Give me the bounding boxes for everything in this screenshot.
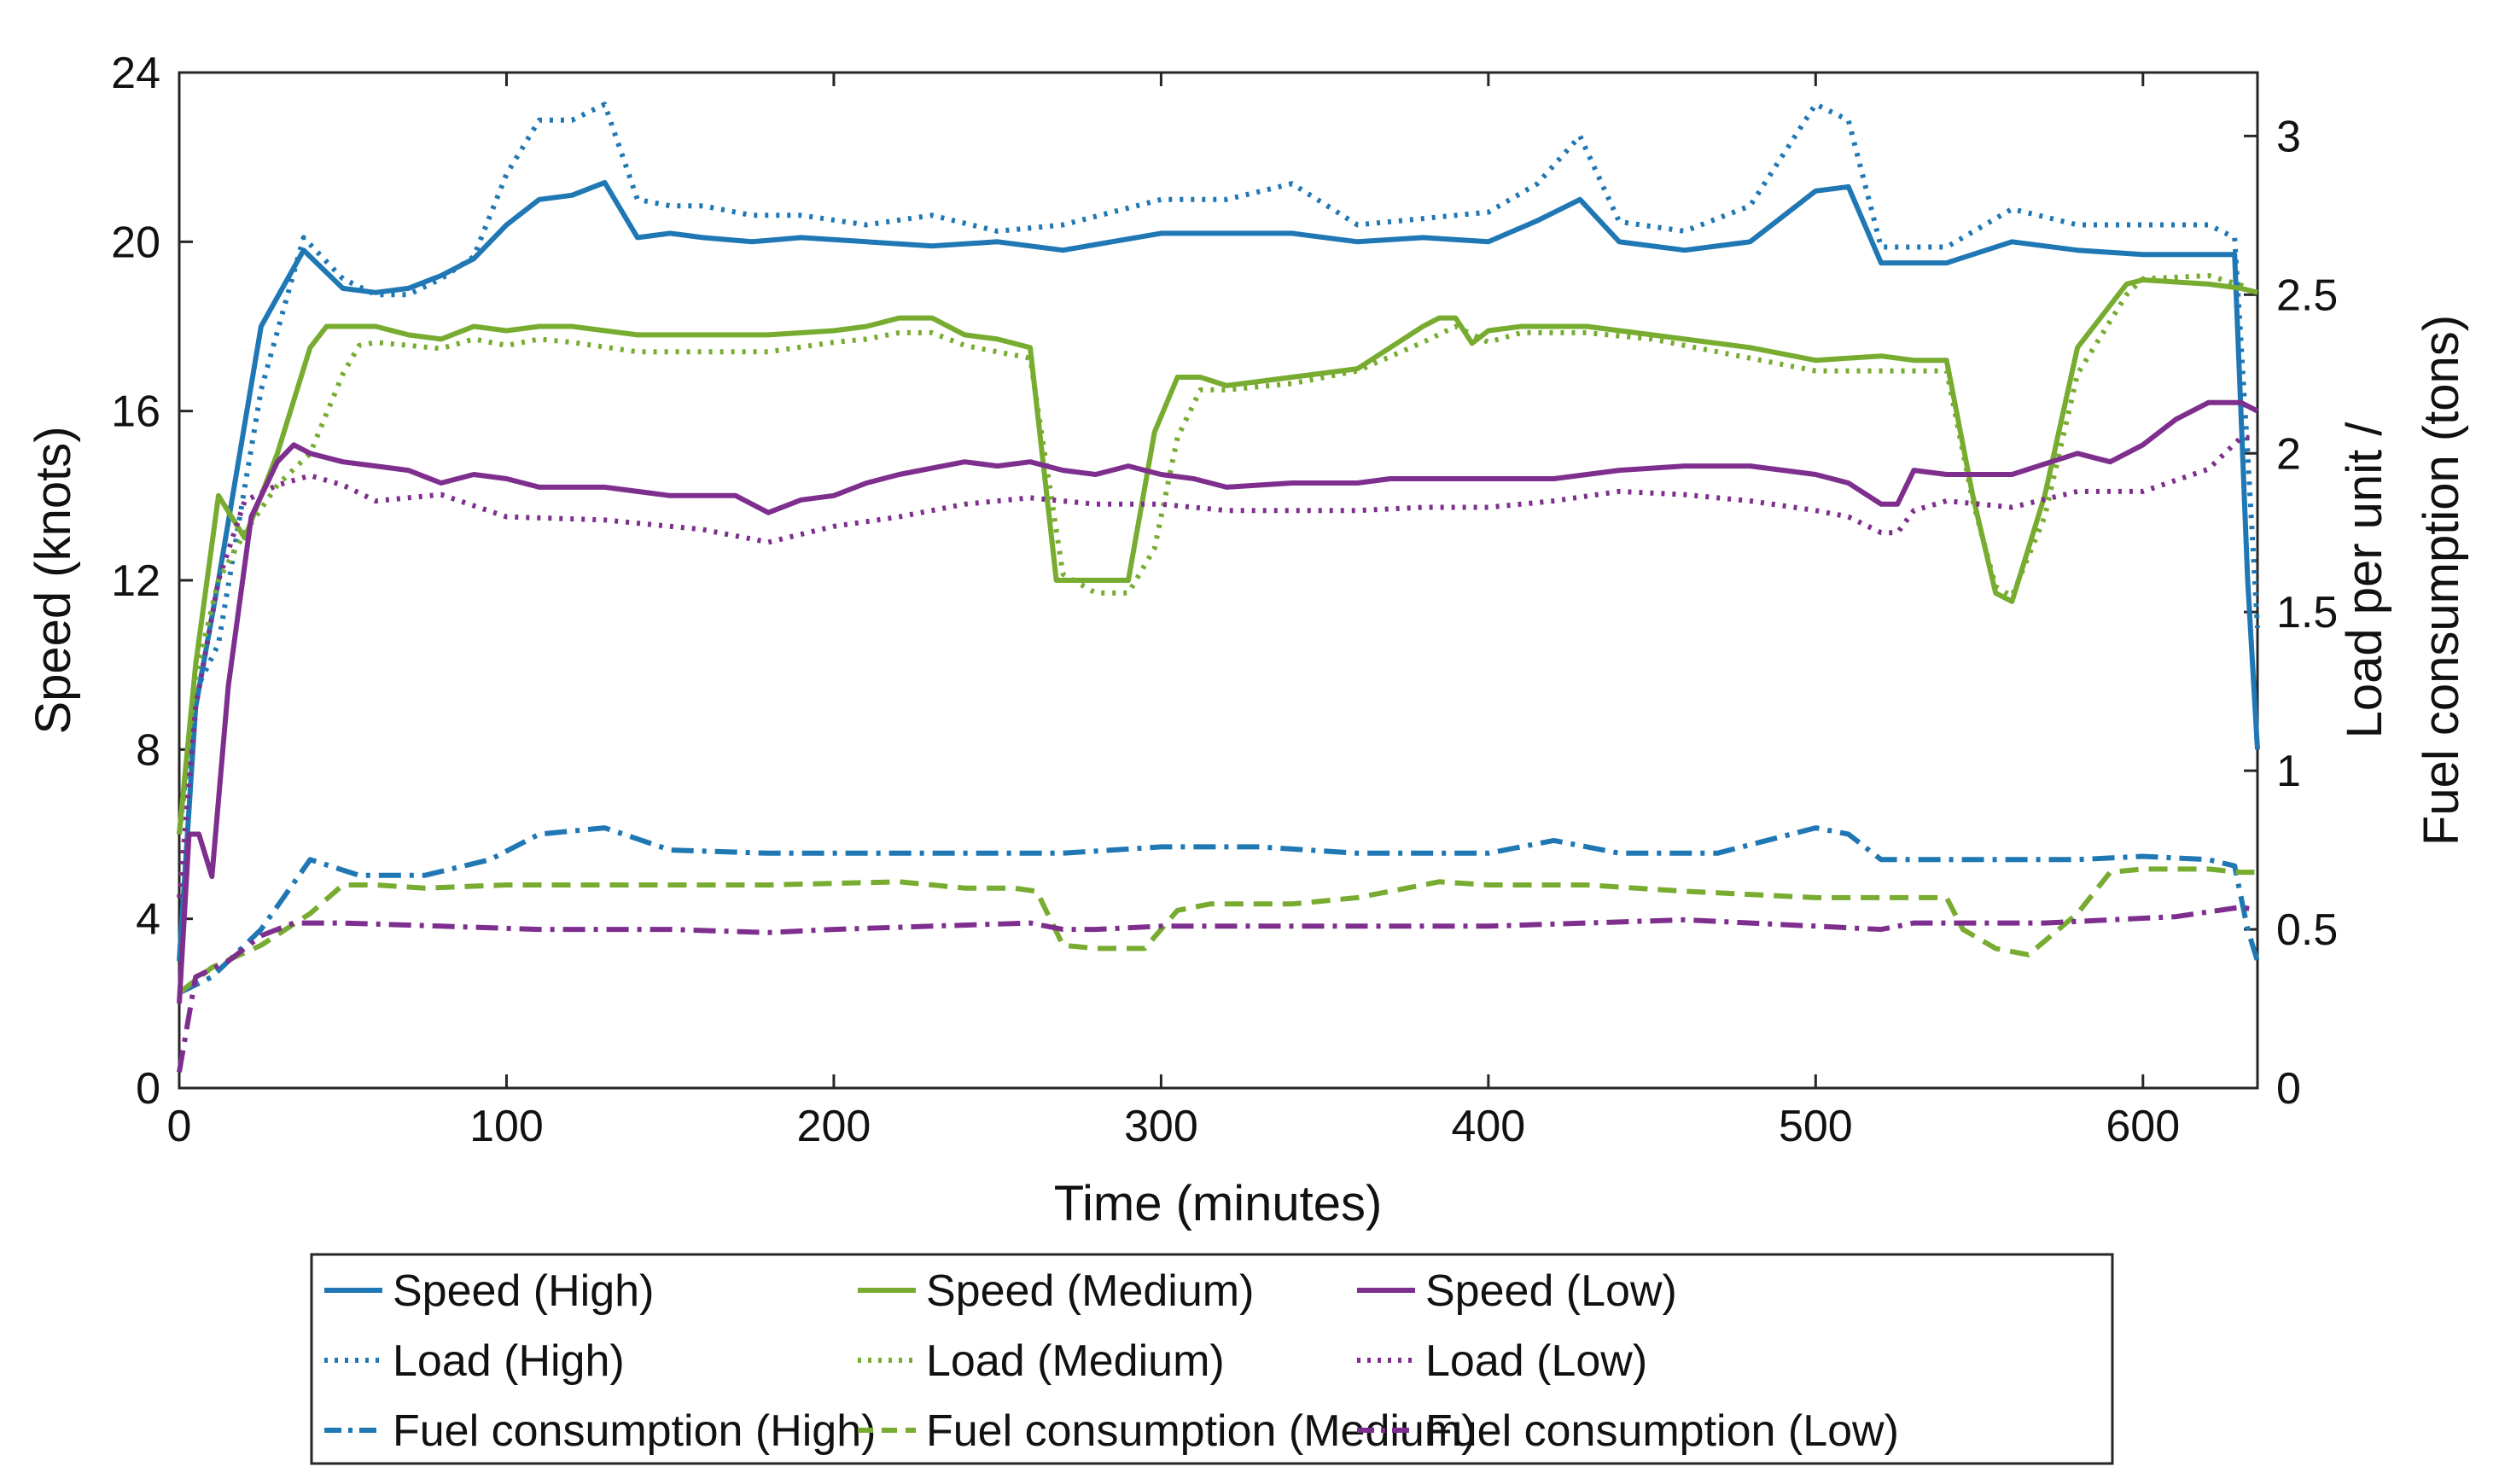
y-left-tick-label: 8 (136, 725, 160, 775)
legend-label: Speed (High) (393, 1266, 654, 1316)
y-right-tick-label: 3 (2276, 112, 2301, 161)
legend: Speed (High) Load (High) Fuel consumption … (310, 1253, 2114, 1465)
y-left-tick-label: 16 (111, 387, 160, 437)
series-line-load-high (177, 102, 2260, 835)
y-right-tick-label: 2 (2276, 429, 2301, 479)
y-left-axis-title: Speed (knots) (26, 426, 81, 734)
x-tick-label: 0 (167, 1102, 192, 1151)
y-left-tick-label: 24 (111, 49, 160, 98)
legend-box (310, 1253, 2114, 1465)
series-line-fuel-consumption-medium (178, 866, 2257, 995)
legend-label: Fuel consumption (Low) (1425, 1406, 1899, 1456)
y-left-tick-label: 12 (111, 556, 160, 606)
x-tick-label: 500 (1779, 1102, 1853, 1151)
legend-label: Load (Medium) (926, 1336, 1225, 1386)
series-line-speed-high (177, 179, 2260, 962)
x-tick-label: 200 (797, 1102, 871, 1151)
y-right-axis-ticks: 0 0.5 1 1.5 2 2.5 3 (2244, 112, 2338, 1114)
x-tick-label: 100 (469, 1102, 544, 1151)
legend-label: Load (Low) (1425, 1336, 1647, 1386)
legend-label: Load (High) (393, 1336, 625, 1386)
y-left-tick-label: 0 (136, 1064, 160, 1114)
series-line-fuel-consumption-low (177, 905, 2258, 1073)
plot-area (178, 71, 2259, 1090)
x-tick-label: 300 (1124, 1102, 1198, 1151)
series-line-load-medium (177, 273, 2259, 835)
y-right-tick-label: 0 (2276, 1064, 2301, 1114)
x-tick-label: 400 (1451, 1102, 1525, 1151)
y-left-axis-ticks: 0 4 8 12 16 20 24 (111, 49, 193, 1114)
legend-label: Fuel consumption (High) (393, 1406, 876, 1456)
series-layer (177, 102, 2260, 1073)
y-right-tick-label: 1.5 (2276, 588, 2338, 637)
x-axis-title: Time (minutes) (1054, 1176, 1383, 1231)
series-line-fuel-consumption-high (178, 825, 2260, 996)
y-right-tick-label: 1 (2276, 747, 2301, 796)
y-right-axis-title-line1: Load per unit / (2337, 422, 2392, 739)
legend-label: Speed (Low) (1425, 1266, 1677, 1316)
y-left-tick-label: 4 (136, 895, 160, 945)
legend-label: Speed (Medium) (926, 1266, 1254, 1316)
y-right-tick-label: 2.5 (2276, 271, 2338, 320)
y-right-tick-label: 0.5 (2276, 905, 2338, 955)
x-tick-label: 600 (2106, 1102, 2180, 1151)
series-line-speed-low (177, 399, 2259, 1004)
x-axis-ticks: 0 100 200 300 400 500 600 (167, 73, 2180, 1151)
y-right-axis-title-line2: Fuel consumption (tons) (2414, 315, 2469, 846)
y-left-tick-label: 20 (111, 218, 160, 267)
